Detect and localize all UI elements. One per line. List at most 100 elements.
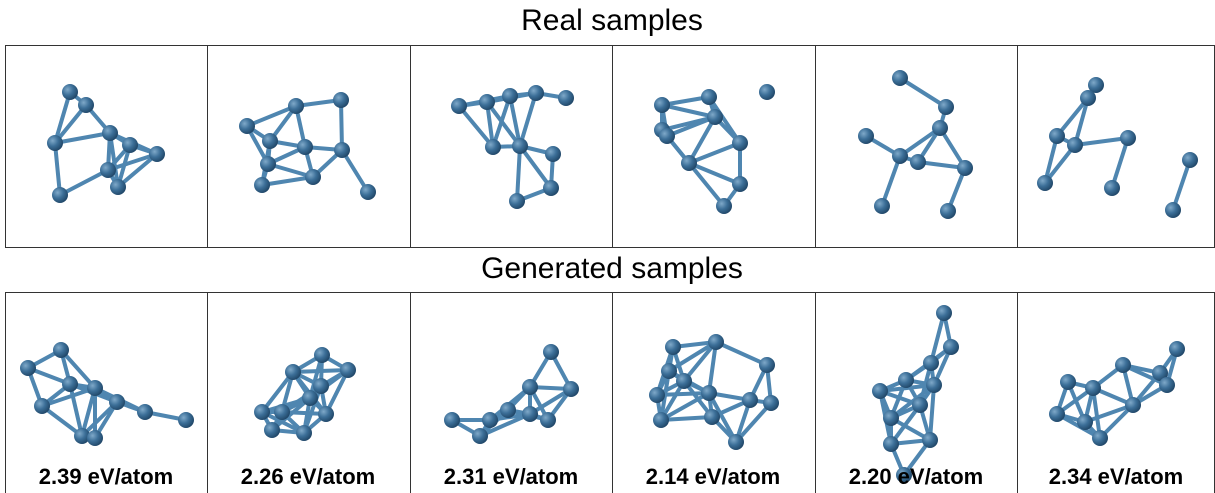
atom [274, 404, 290, 420]
atom [52, 187, 68, 203]
bond [528, 387, 573, 416]
bond [53, 90, 72, 145]
atom [472, 428, 488, 444]
atom [522, 379, 538, 395]
atom [676, 373, 692, 389]
atom [543, 344, 559, 360]
atom [1085, 380, 1101, 396]
bond [1055, 96, 1090, 138]
atom [732, 135, 748, 151]
atom [20, 360, 36, 376]
bond [1121, 363, 1169, 387]
atom [109, 394, 125, 410]
atom [297, 139, 313, 155]
bond [40, 404, 84, 438]
bond [491, 94, 512, 149]
bond [707, 391, 738, 444]
atom [285, 364, 301, 380]
atom [522, 406, 538, 422]
bond [898, 126, 942, 158]
atom [649, 387, 665, 403]
atom [296, 425, 312, 441]
energy-labels: 2.39 eV/atom 2.26 eV/atom 2.31 eV/atom 2.14… [39, 464, 1184, 489]
atom [333, 92, 349, 108]
bond [878, 383, 936, 393]
bond [714, 340, 769, 367]
bond [53, 131, 112, 145]
bond [929, 311, 946, 365]
bond [68, 382, 84, 438]
bond [59, 348, 97, 390]
atom [53, 342, 69, 358]
molecule [47, 84, 165, 203]
energy-label: 2.20 eV/atom [849, 464, 984, 489]
generated-frame [5, 292, 1215, 493]
atom [1077, 414, 1093, 430]
bond [478, 412, 532, 438]
atom [892, 148, 908, 164]
atom [1104, 180, 1120, 196]
bond [260, 370, 295, 414]
atom [110, 179, 126, 195]
real-frame [5, 45, 1215, 248]
molecule [872, 305, 959, 483]
bond [106, 152, 159, 172]
atom [936, 305, 952, 321]
atom [540, 412, 556, 428]
atom [360, 184, 376, 200]
bond [324, 368, 350, 416]
bond [659, 391, 711, 422]
atom [313, 378, 329, 394]
atom [654, 97, 670, 113]
molecule [239, 92, 376, 200]
bond [116, 152, 159, 189]
bond [1073, 96, 1090, 147]
atom [1092, 430, 1108, 446]
bond [687, 115, 717, 165]
atom [1088, 77, 1104, 93]
bond [734, 401, 773, 444]
bond [1043, 134, 1059, 185]
atom [1152, 365, 1168, 381]
molecule [654, 84, 775, 214]
atom [932, 120, 948, 136]
molecule [1037, 77, 1198, 218]
atom [74, 428, 90, 444]
molecule [444, 344, 579, 444]
atom [1182, 152, 1198, 168]
atom [759, 84, 775, 100]
atom [87, 380, 103, 396]
bond [457, 104, 495, 149]
bond [339, 98, 344, 152]
bond [291, 368, 350, 374]
atom [340, 362, 356, 378]
atom [528, 85, 544, 101]
atom [482, 412, 498, 428]
atom [701, 89, 717, 105]
bond [80, 386, 97, 438]
bond [682, 340, 718, 383]
atom [262, 133, 278, 149]
bond [655, 391, 711, 397]
atom [62, 376, 78, 392]
atom [102, 125, 118, 141]
atom [62, 84, 78, 100]
atom [178, 412, 194, 428]
bond [1091, 386, 1102, 440]
atom [938, 99, 954, 115]
atom [759, 357, 775, 373]
atom [1049, 128, 1065, 144]
atom [1049, 406, 1065, 422]
bond [1073, 136, 1130, 147]
atom [1165, 202, 1181, 218]
atom [500, 402, 516, 418]
atom [512, 138, 528, 154]
bond [40, 386, 97, 408]
atom [502, 88, 518, 104]
atom [314, 347, 330, 363]
atom [302, 390, 318, 406]
atom [926, 377, 942, 393]
atom [732, 176, 748, 192]
bond [340, 148, 370, 194]
